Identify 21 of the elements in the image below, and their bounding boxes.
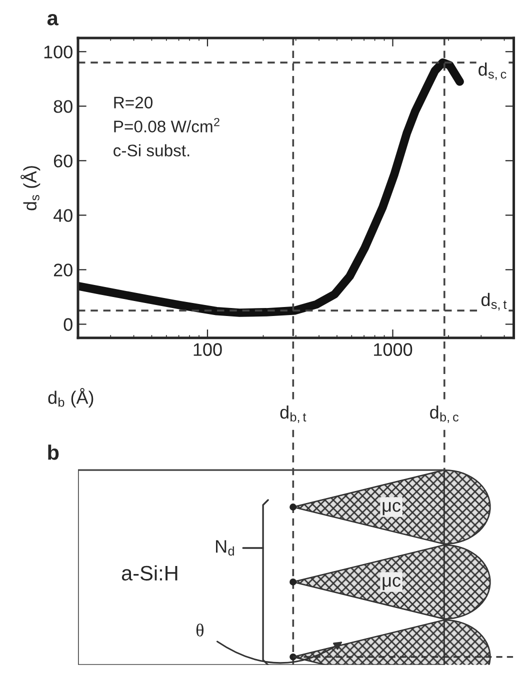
ref-line-label: d$_{s,c}$ — [478, 62, 506, 80]
y-tick-label: 80 — [54, 100, 72, 113]
text: N$_{d}$ — [216, 540, 234, 556]
chart-title: a — [47, 14, 59, 26]
y-tick-label: 20 — [54, 264, 72, 276]
x-axis-title: d$_{b}$ (Å) — [48, 388, 94, 408]
ref-line-label: d$_{b,c}$ — [430, 405, 459, 424]
text: R=20 P=0.08 W/cm$^{2}$ c-Si subst. — [114, 96, 220, 156]
text: θ — [196, 624, 204, 636]
y-axis-title: d$_{s}$ (Å) — [20, 166, 40, 210]
y-tick-label: 60 — [54, 154, 72, 168]
text: μc — [382, 502, 401, 516]
y-tick-label: 100 — [44, 46, 72, 58]
x-tick-label: 1000 — [374, 343, 412, 356]
ref-line-label: d$_{s,t}$ — [481, 292, 507, 310]
text: b — [48, 444, 59, 460]
text: a-Si:H — [122, 565, 178, 581]
y-tick-label: 0 — [64, 318, 72, 331]
y-tick-label: 40 — [53, 209, 72, 222]
ref-line-label: d$_{b,t}$ — [280, 405, 306, 424]
text: μc — [382, 576, 401, 590]
